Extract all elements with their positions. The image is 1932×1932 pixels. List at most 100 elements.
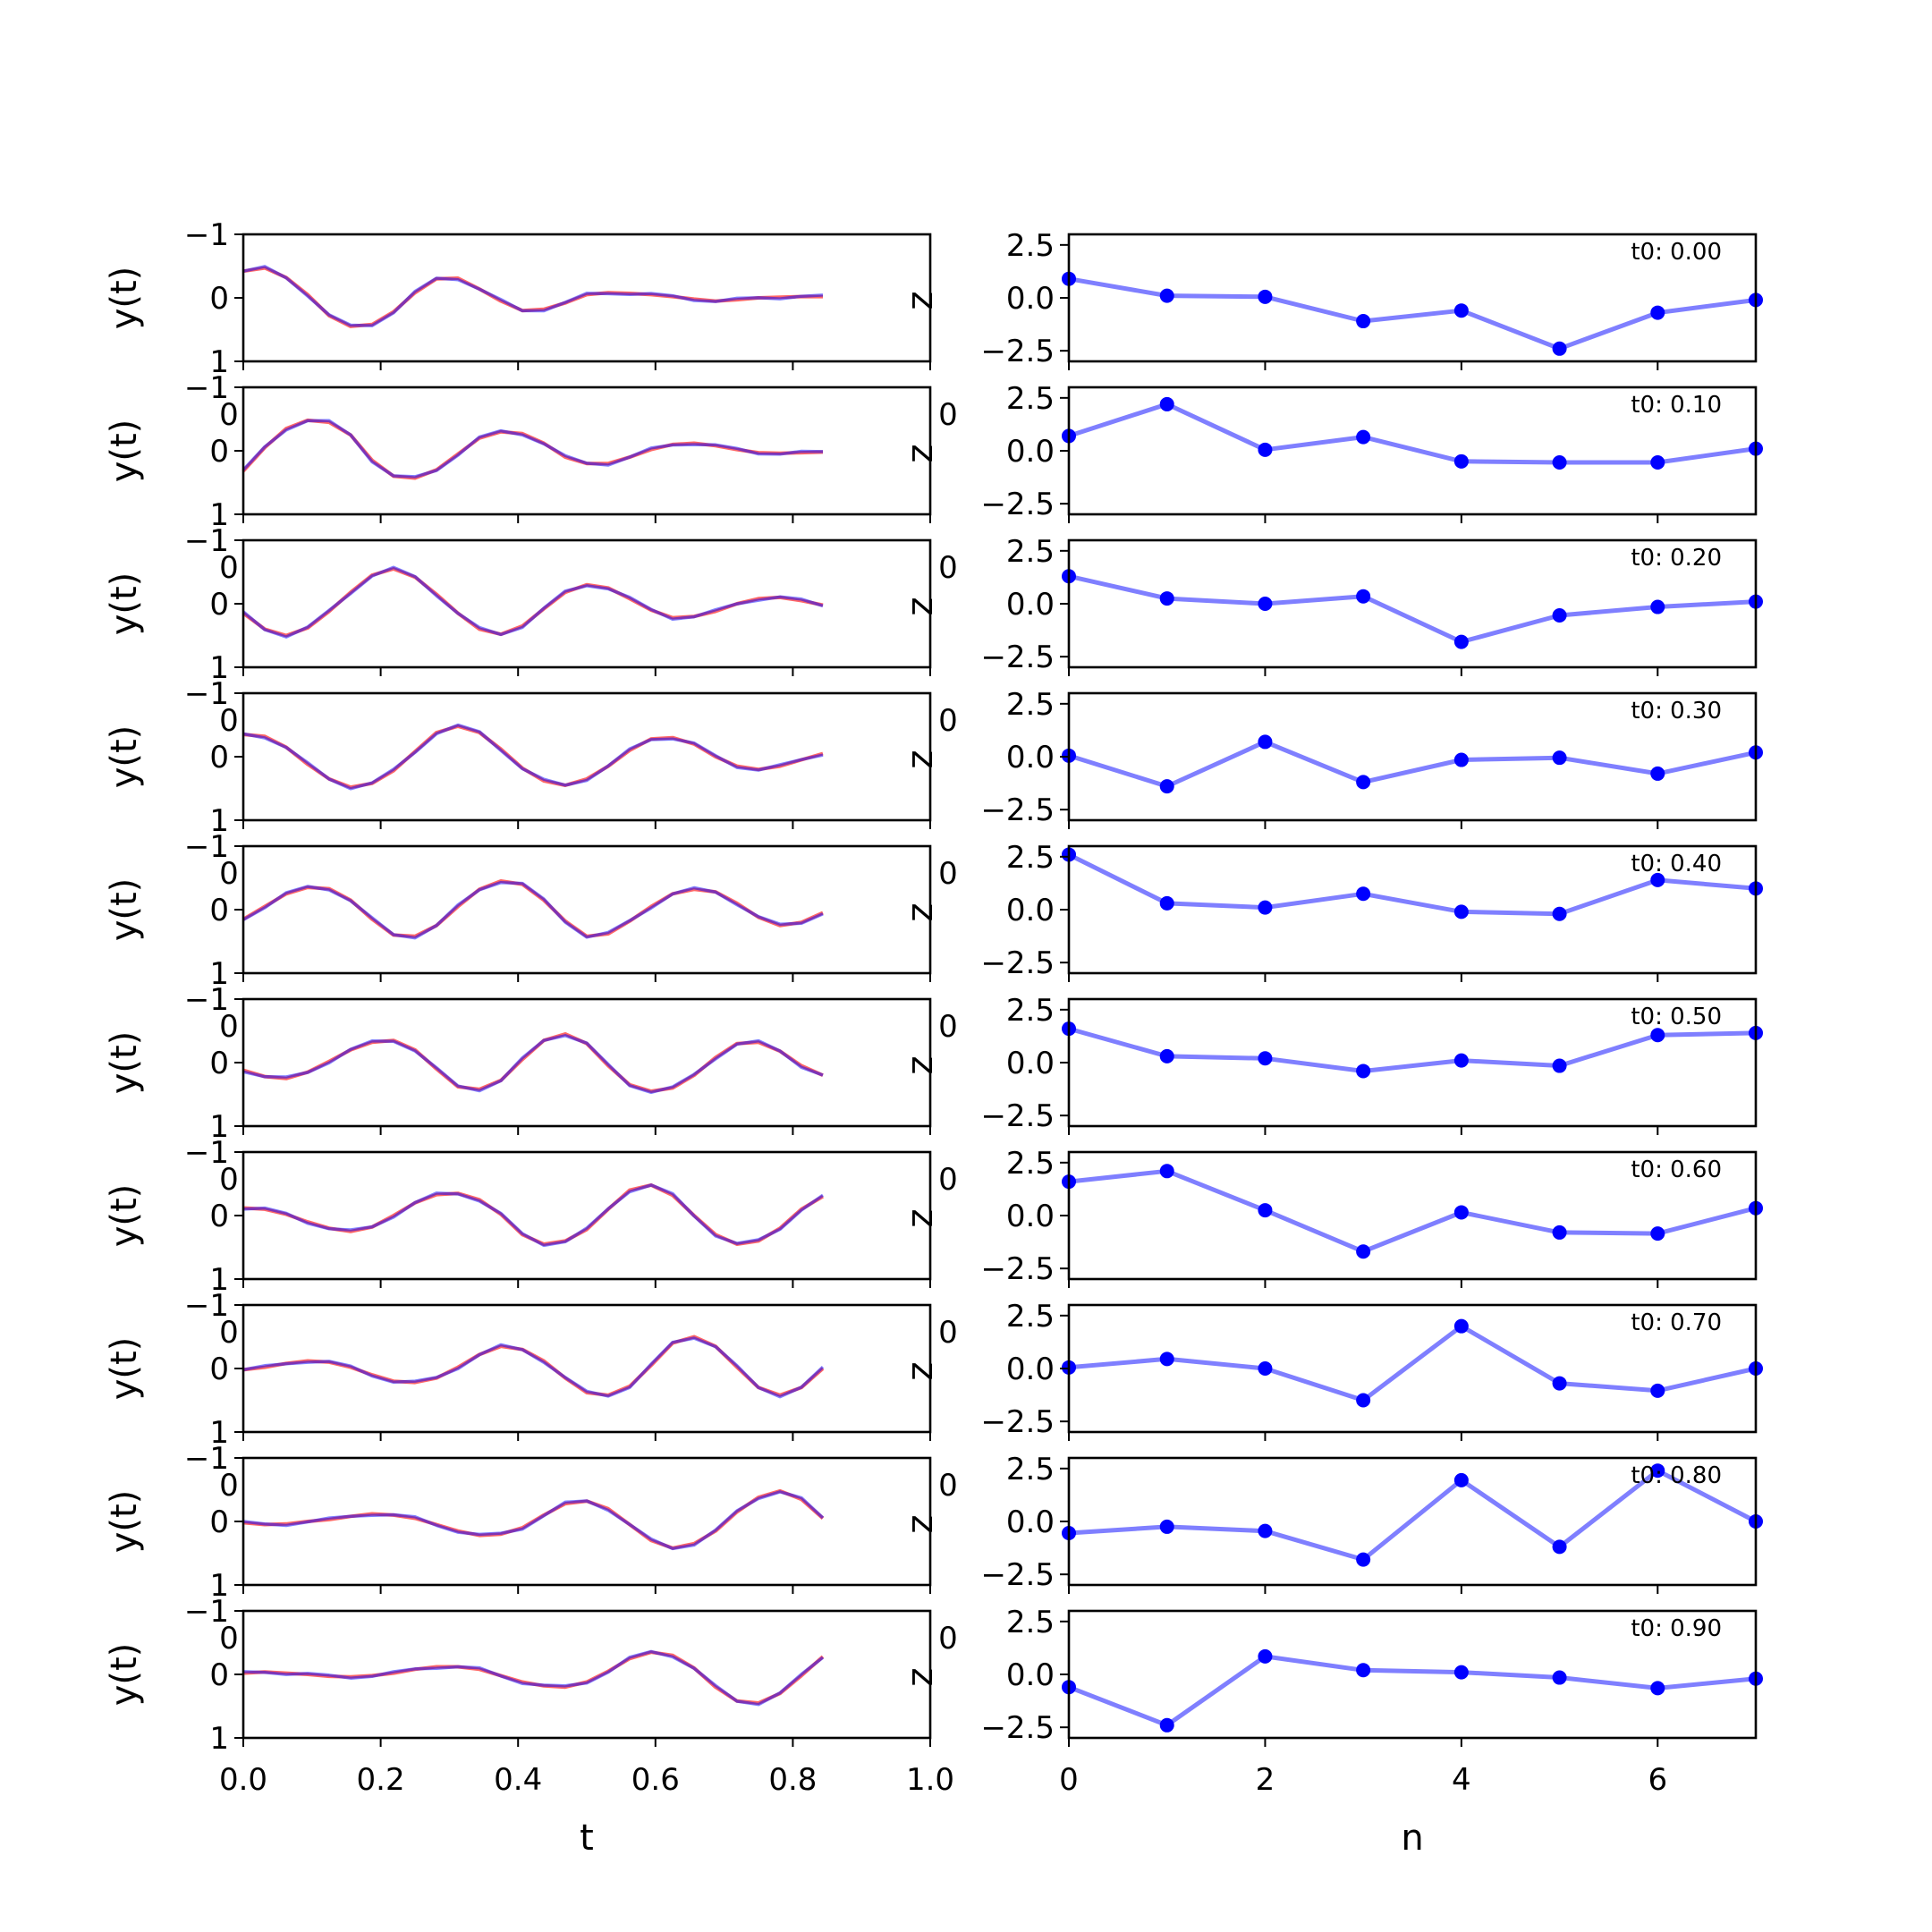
right-data-point <box>1453 303 1469 318</box>
right-y-tick-label: 0.0 <box>1006 1657 1055 1693</box>
right-panel-7: 2.5 0.0 −2.5 t0: 0.70 <box>980 1299 1763 1441</box>
left-x-tick-label: 0.0 <box>219 1762 267 1798</box>
left-y-tick-label: 0 <box>209 1046 229 1081</box>
right-data-point <box>1356 1393 1371 1408</box>
left-y-tick-label: 1 <box>209 1109 229 1145</box>
left-y-axis-label: y(t) <box>104 1184 145 1248</box>
right-data-point <box>1258 1051 1273 1066</box>
right-y-tick-label: −2.5 <box>980 1251 1055 1287</box>
left-y-axis-label: y(t) <box>104 419 145 483</box>
left-y-tick-label: −1 <box>184 1288 229 1324</box>
right-data-point <box>1356 886 1371 902</box>
left-x-tick-label: 1.0 <box>906 1762 954 1798</box>
right-data-point <box>1159 1048 1174 1063</box>
right-y-tick-label: 2.5 <box>1006 1146 1055 1182</box>
left-y-tick-label: 0 <box>209 434 229 470</box>
right-panel-3: 2.5 0.0 −2.5 t0: 0.30 <box>980 687 1763 829</box>
left-y-tick-label: 0 <box>209 1504 229 1540</box>
right-panel-9: 2.5 0.0 −2.50 2 4 6 t0: 0.90 <box>980 1605 1763 1798</box>
left-panel-marker: z <box>903 750 945 768</box>
left-y-tick-label: 1 <box>209 650 229 686</box>
right-series-line-1 <box>1068 402 1757 465</box>
mid-stray-tick-label: 0 <box>938 703 958 739</box>
right-data-point <box>1356 314 1371 329</box>
right-data-point <box>1650 1028 1665 1043</box>
right-panel-annotation: t0: 0.80 <box>1631 1462 1722 1489</box>
left-y-tick-label: 1 <box>209 956 229 992</box>
left-y-axis-label: y(t) <box>104 572 145 636</box>
right-series-line-0 <box>1068 276 1757 352</box>
left-panel-marker: z <box>903 597 945 615</box>
left-series-a-line-1 <box>242 419 824 479</box>
left-series-a-line-7 <box>242 1336 825 1399</box>
right-data-point <box>1552 1376 1567 1391</box>
left-y-axis-label: y(t) <box>104 878 145 942</box>
right-series-line-5 <box>1068 1026 1757 1073</box>
right-data-point <box>1453 1053 1469 1068</box>
left-y-tick-label: 1 <box>209 1415 229 1451</box>
left-y-axis-label: y(t) <box>104 1031 145 1095</box>
right-y-tick-label: −2.5 <box>980 1404 1055 1440</box>
right-data-point <box>1453 1665 1469 1680</box>
right-data-point <box>1159 895 1174 911</box>
right-data-point <box>1650 1681 1665 1696</box>
right-y-tick-label: 0.0 <box>1006 893 1055 928</box>
left-series-a-line-6 <box>242 1183 825 1248</box>
right-data-point <box>1356 429 1371 445</box>
right-y-tick-label: −2.5 <box>980 792 1055 828</box>
right-y-tick-label: −2.5 <box>980 640 1055 675</box>
right-data-point <box>1258 442 1273 457</box>
right-x-tick-label: 0 <box>1059 1762 1079 1798</box>
left-y-tick-label: 0 <box>209 740 229 775</box>
left-series-a-line-5 <box>242 1034 824 1095</box>
right-panel-annotation: t0: 0.30 <box>1631 698 1722 724</box>
left-panel-marker: z <box>903 1208 945 1227</box>
right-data-point <box>1159 1352 1174 1367</box>
left-stray-tick-label: 0 <box>219 397 239 433</box>
left-y-tick-label: 1 <box>209 1721 229 1757</box>
mid-stray-tick-label: 0 <box>938 397 958 433</box>
left-y-tick-label: 1 <box>209 344 229 380</box>
right-series-line-9 <box>1068 1654 1757 1728</box>
right-y-tick-label: 2.5 <box>1006 1299 1055 1335</box>
right-y-tick-label: 2.5 <box>1006 687 1055 723</box>
left-y-tick-label: −1 <box>184 1594 229 1630</box>
right-data-point <box>1159 288 1174 303</box>
right-y-tick-label: 0.0 <box>1006 281 1055 317</box>
right-data-point <box>1453 1472 1469 1487</box>
right-panel-annotation: t0: 0.90 <box>1631 1615 1722 1642</box>
mid-stray-tick-label: 0 <box>938 1162 958 1198</box>
left-y-tick-label: −1 <box>184 676 229 712</box>
right-y-tick-label: −2.5 <box>980 1710 1055 1746</box>
left-y-axis-label: y(t) <box>104 1643 145 1707</box>
right-data-point <box>1356 1244 1371 1259</box>
right-y-tick-label: 0.0 <box>1006 1046 1055 1081</box>
right-y-tick-label: 2.5 <box>1006 534 1055 570</box>
left-y-tick-label: 0 <box>209 893 229 928</box>
right-x-tick-label: 2 <box>1256 1762 1275 1798</box>
left-y-tick-label: −1 <box>184 217 229 253</box>
right-data-point <box>1453 752 1469 767</box>
right-data-point <box>1159 1717 1174 1733</box>
right-data-point <box>1552 906 1567 921</box>
left-stray-tick-label: 0 <box>219 703 239 739</box>
right-data-point <box>1258 1523 1273 1538</box>
left-stray-tick-label: 0 <box>219 856 239 892</box>
right-y-tick-label: 0.0 <box>1006 740 1055 775</box>
right-data-point <box>1650 1226 1665 1241</box>
left-x-tick-label: 0.6 <box>631 1762 680 1798</box>
right-panel-8: 2.5 0.0 −2.5 t0: 0.80 <box>980 1452 1763 1594</box>
left-y-tick-label: 1 <box>209 803 229 839</box>
right-data-point <box>1258 1203 1273 1218</box>
left-y-tick-label: 1 <box>209 1262 229 1298</box>
right-series-line-6 <box>1068 1168 1757 1254</box>
right-data-point <box>1159 779 1174 794</box>
right-data-point <box>1356 1552 1371 1567</box>
